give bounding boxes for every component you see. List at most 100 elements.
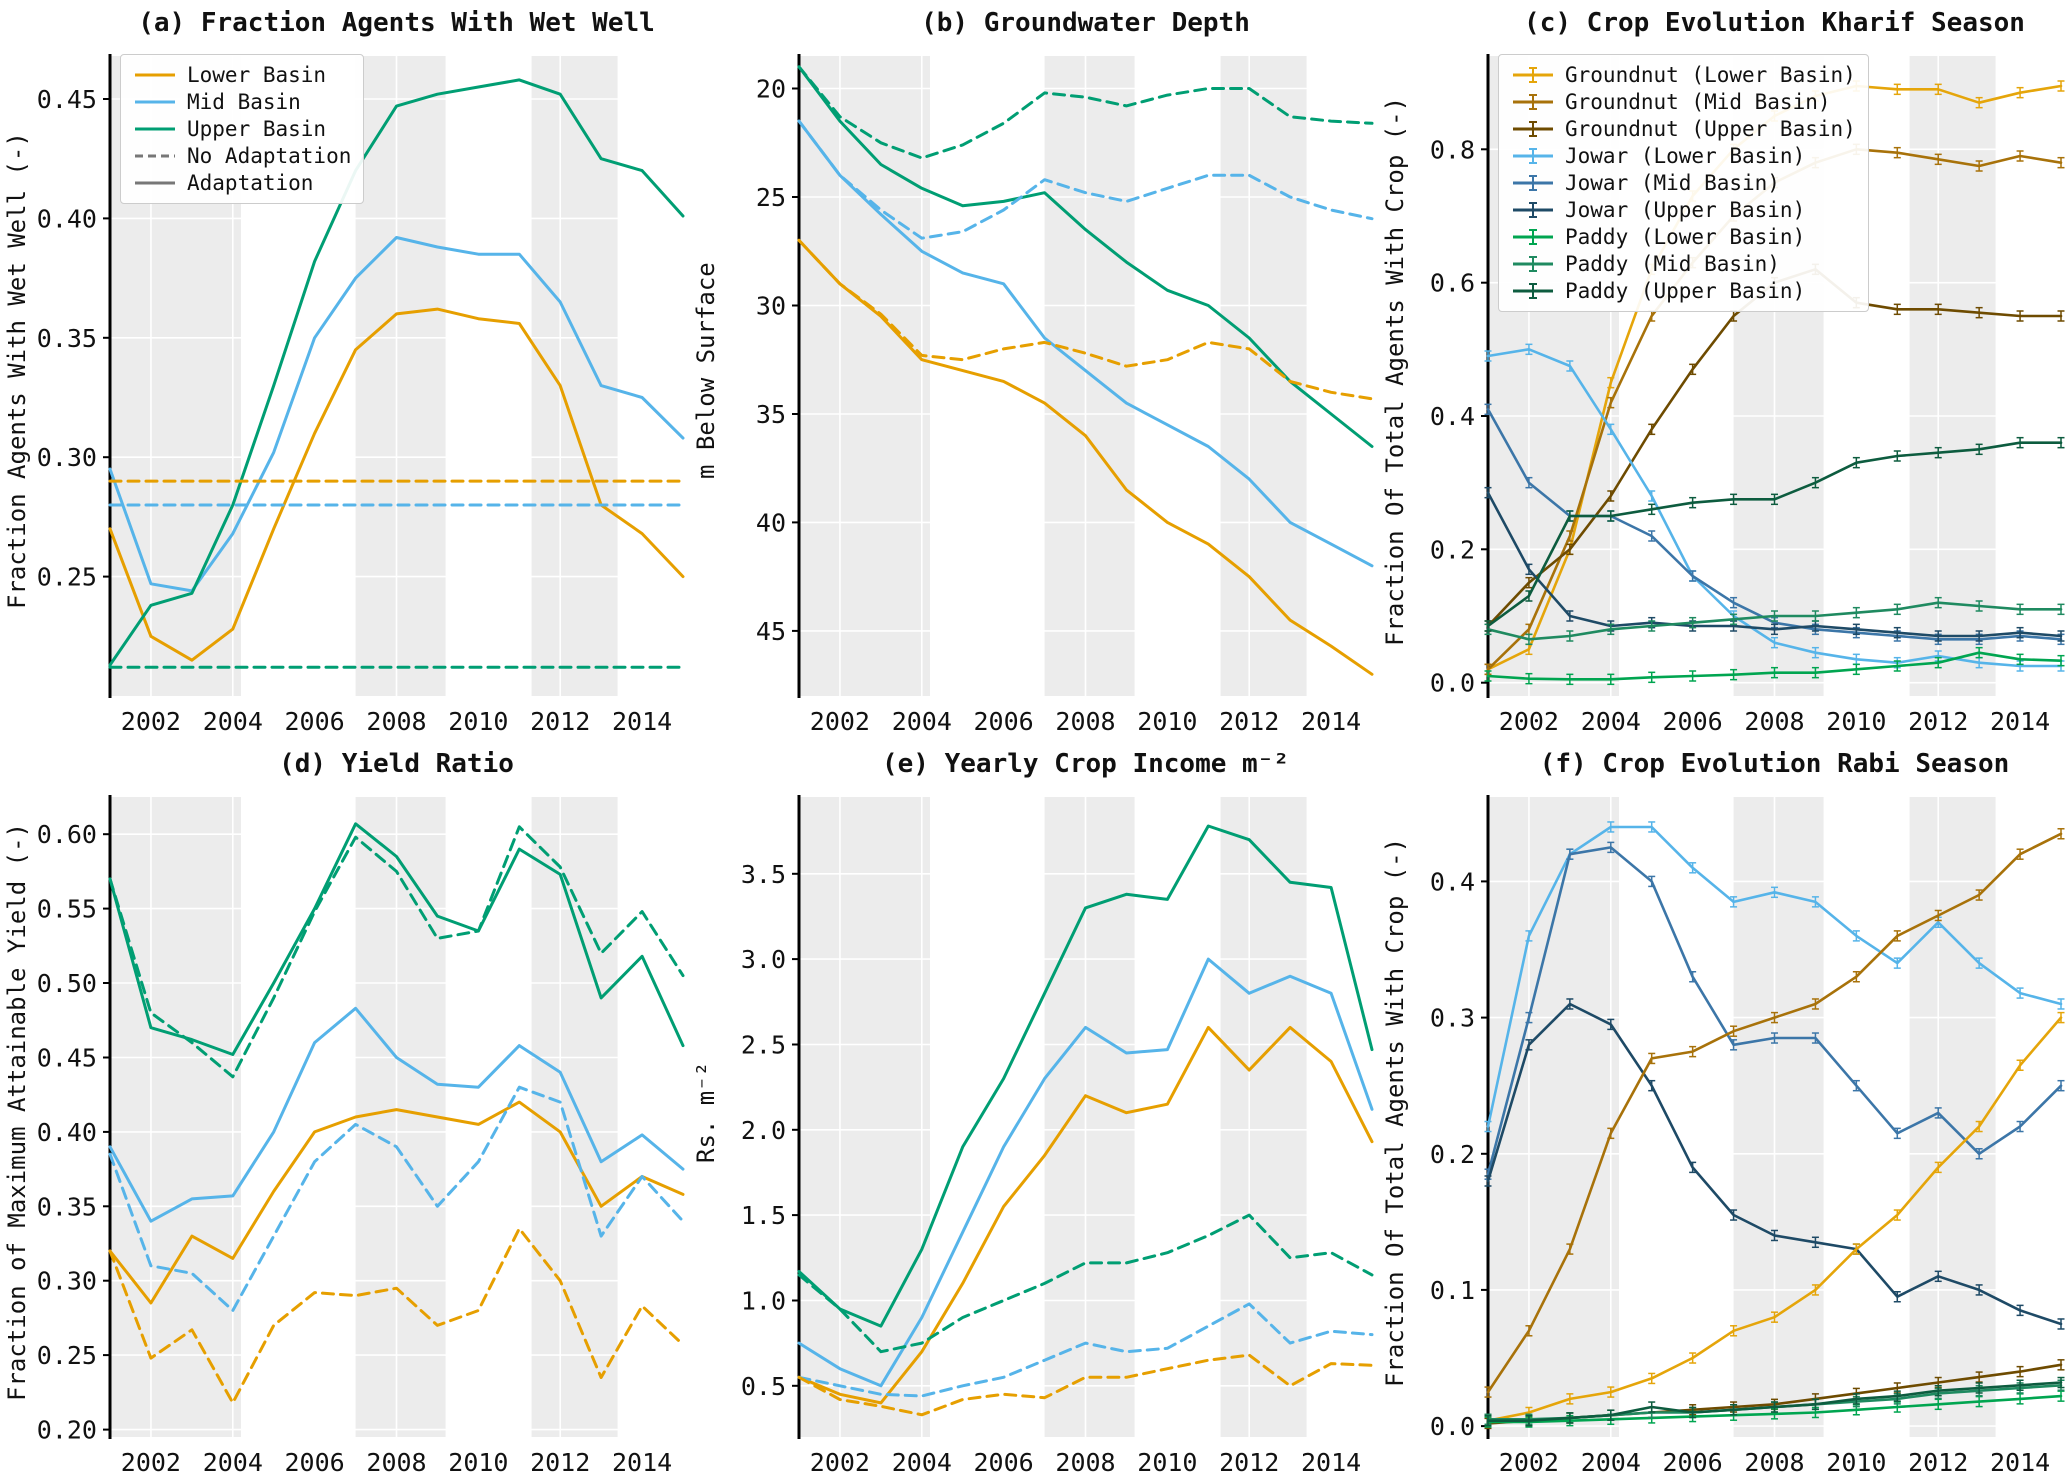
y-tick-label: 0.20 [37, 1416, 97, 1445]
series-line-mid-basin-no-adaptation [797, 119, 1374, 240]
legend-item: Paddy (Mid Basin) [1511, 252, 1856, 276]
y-tick-label: 45 [756, 617, 786, 646]
y-tick-label: 0.0 [1430, 1412, 1475, 1441]
y-tick-label: 30 [756, 292, 786, 321]
series-line-mid-basin-no-adaptation [108, 1085, 685, 1312]
legend-item: Paddy (Upper Basin) [1511, 279, 1856, 303]
x-tick-label: 2012 [1908, 707, 1968, 736]
y-tick-label: 0.35 [37, 1192, 97, 1221]
legend-panel-a: Lower Basin Mid Basin Upper Basin No Adapta… [120, 54, 365, 204]
series-line-upper-basin-adaptation [797, 824, 1374, 1328]
series-line-jowar-upper-basin-error-bars [1484, 998, 2065, 1330]
shaded-band [1909, 797, 1996, 1437]
y-tick-label: 20 [756, 75, 786, 104]
x-tick-label: 2006 [973, 1448, 1033, 1477]
x-tick-label: 2012 [530, 1448, 590, 1477]
y-tick-label: 0.25 [37, 563, 97, 592]
x-tick-label: 2006 [1662, 1448, 1722, 1477]
series-line-groundnut-mid-basin-error-bars [1484, 828, 2065, 1398]
legend-panel-c: Groundnut (Lower Basin) Groundnut (Mid Ba… [1498, 54, 1869, 312]
y-tick-label: 0.45 [37, 85, 97, 114]
legend-label: Mid Basin [187, 90, 301, 114]
legend-item: No Adaptation [133, 144, 351, 168]
series-line-mid-basin-no-adaptation [797, 1302, 1374, 1398]
legend-item: Groundnut (Mid Basin) [1511, 90, 1856, 114]
y-tick-label: 0.40 [37, 1118, 97, 1147]
series-line-paddy-upper-basin-error-bars [1484, 436, 2065, 632]
y-tick-label: 3.5 [741, 860, 786, 889]
x-tick-label: 2008 [366, 707, 426, 736]
y-tick-label: 1.5 [741, 1201, 786, 1230]
legend-label: Paddy (Upper Basin) [1565, 279, 1806, 303]
x-tick-label: 2008 [1744, 1448, 1804, 1477]
panel-c: (c) Crop Evolution Kharif Season Fractio… [1378, 0, 2067, 741]
x-tick-label: 2008 [1055, 707, 1115, 736]
panel-f: (f) Crop Evolution Rabi Season Fraction … [1378, 741, 2067, 1482]
legend-label: Groundnut (Mid Basin) [1565, 90, 1831, 114]
y-tick-label: 0.35 [37, 324, 97, 353]
x-tick-label: 2012 [1219, 707, 1279, 736]
shaded-band [355, 56, 446, 696]
x-tick-label: 2002 [1499, 1448, 1559, 1477]
legend-label: Paddy (Mid Basin) [1565, 252, 1780, 276]
series-line-mid-basin-adaptation [797, 957, 1374, 1388]
shaded-band [1044, 797, 1135, 1437]
errorbar-swatch-icon [1513, 175, 1553, 191]
x-tick-label: 2004 [892, 1448, 952, 1477]
x-tick-label: 2010 [1826, 707, 1886, 736]
panel-c-title: (c) Crop Evolution Kharif Season [1524, 8, 2025, 38]
x-tick-label: 2014 [1301, 707, 1361, 736]
panel-c-body: Fraction Of Total Agents With Crop (-) 0… [1378, 46, 2067, 740]
line-swatch-icon [135, 73, 175, 77]
y-tick-label: 0.8 [1430, 135, 1475, 164]
x-tick-label: 2014 [612, 707, 672, 736]
panel-a: (a) Fraction Agents With Wet Well Fracti… [0, 0, 689, 741]
y-tick-label: 0.4 [1430, 402, 1475, 431]
x-tick-label: 2004 [892, 707, 952, 736]
legend-label: Jowar (Lower Basin) [1565, 144, 1806, 168]
shaded-band [799, 56, 930, 696]
y-tick-label: 0.25 [37, 1341, 97, 1370]
panel-e-body: Rs. m⁻² 0.5 1.0 1.5 2.0 2.5 3.0 3.5 2002 2004 200… [689, 787, 1378, 1481]
series-line-lower-basin-adaptation [797, 238, 1374, 676]
legend-label: No Adaptation [187, 144, 352, 168]
shaded-band [1220, 56, 1307, 696]
x-tick-label: 2002 [1499, 707, 1559, 736]
series-line-mid-basin-adaptation [108, 236, 685, 593]
series-line-mid-basin-adaptation [797, 119, 1374, 568]
errorbar-swatch-icon [1513, 94, 1553, 110]
panel-a-y-axis-label: Fraction Agents With Wet Well (-) [3, 132, 31, 610]
panel-f-body: Fraction Of Total Agents With Crop (-) 0… [1378, 787, 2067, 1481]
x-tick-label: 2006 [284, 1448, 344, 1477]
x-tick-label: 2002 [121, 1448, 181, 1477]
shaded-band [1044, 56, 1135, 696]
panel-d: (d) Yield Ratio Fraction of Maximum Atta… [0, 741, 689, 1482]
legend-item: Adaptation [133, 171, 351, 195]
shaded-band [1909, 56, 1996, 696]
x-tick-label: 2008 [1055, 1448, 1115, 1477]
x-tick-label: 2004 [203, 1448, 263, 1477]
x-tick-label: 2010 [1137, 1448, 1197, 1477]
y-tick-label: 1.0 [741, 1287, 786, 1316]
series-line-upper-basin-adaptation [108, 822, 685, 1056]
x-tick-label: 2006 [973, 707, 1033, 736]
x-tick-label: 2008 [1744, 707, 1804, 736]
y-tick-label: 0.1 [1430, 1276, 1475, 1305]
legend-item: Upper Basin [133, 117, 351, 141]
series-line-upper-basin-adaptation [797, 65, 1374, 448]
panel-f-title: (f) Crop Evolution Rabi Season [1539, 749, 2010, 779]
series-line-paddy-lower-basin-error-bars [1484, 646, 2065, 686]
series-line-upper-basin-adaptation [108, 78, 685, 667]
x-tick-label: 2002 [810, 707, 870, 736]
panel-b-title: (b) Groundwater Depth [921, 8, 1250, 38]
x-tick-label: 2012 [1219, 1448, 1279, 1477]
y-tick-label: 3.0 [741, 945, 786, 974]
panel-e-y-axis-label: Rs. m⁻² [692, 1061, 720, 1163]
y-tick-label: 0.5 [741, 1372, 786, 1401]
series-line-jowar-mid-basin-error-bars [1484, 841, 2065, 1180]
y-tick-label: 40 [756, 508, 786, 537]
y-tick-label: 0.2 [1430, 535, 1475, 564]
x-tick-label: 2004 [203, 707, 263, 736]
series-line-lower-basin-no-adaptation [797, 238, 1374, 401]
legend-item: Jowar (Lower Basin) [1511, 144, 1856, 168]
